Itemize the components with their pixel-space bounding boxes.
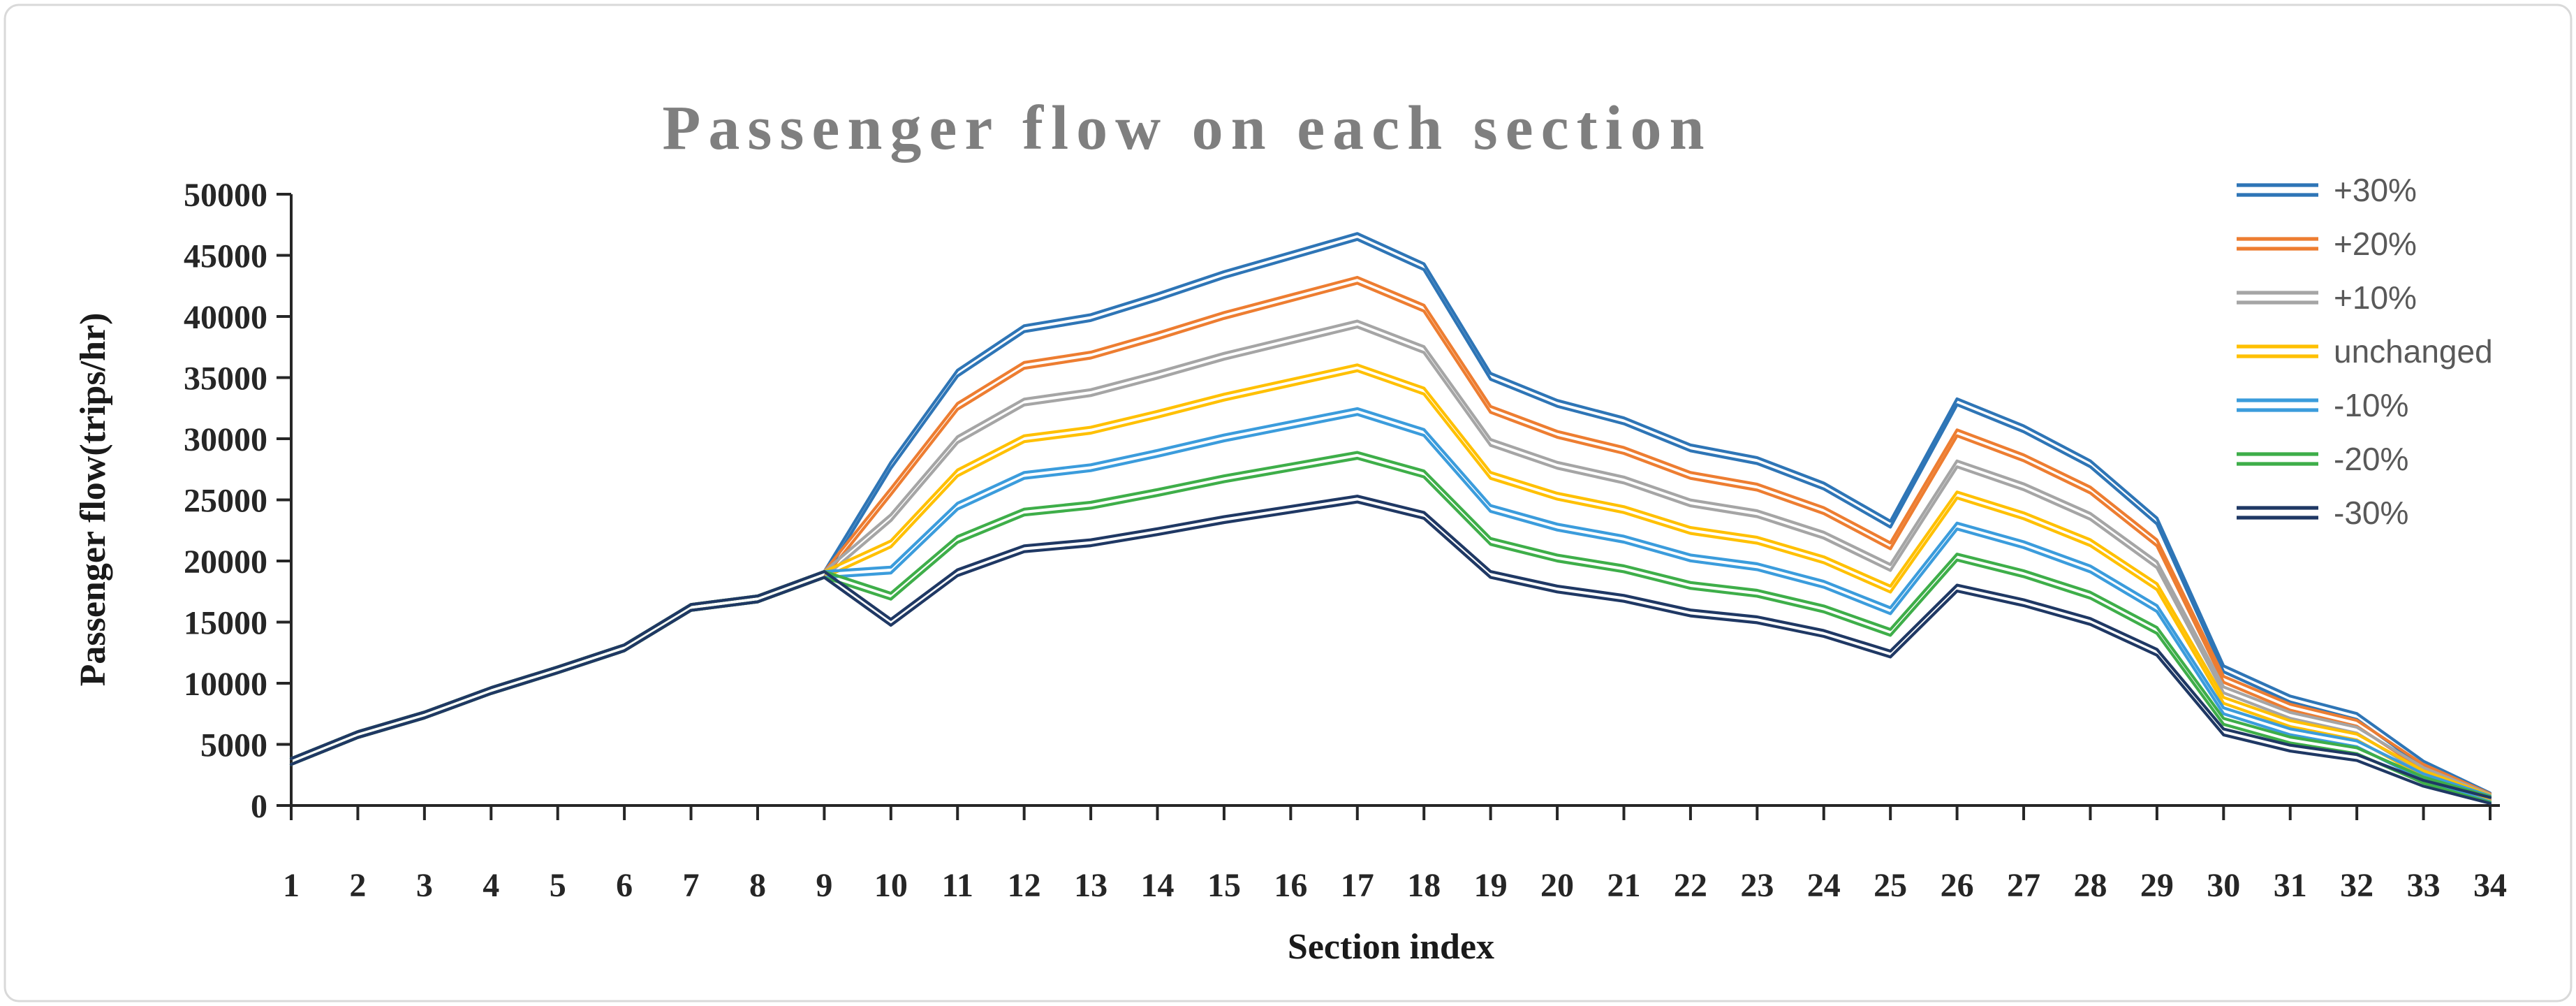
series-line--30% bbox=[289, 495, 2492, 799]
x-tick-label: 7 bbox=[683, 867, 700, 904]
y-tick-label: 15000 bbox=[184, 605, 267, 642]
x-tick-label: 18 bbox=[1407, 867, 1441, 904]
x-tick-label: 28 bbox=[2073, 867, 2107, 904]
legend-label--20%: -20% bbox=[2334, 441, 2408, 477]
x-axis-title: Section index bbox=[1288, 927, 1494, 967]
x-tick-label: 6 bbox=[616, 867, 633, 904]
x-tick-label: 15 bbox=[1207, 867, 1241, 904]
legend-entry-+30%: +30% bbox=[2237, 172, 2417, 208]
legend-label-unchanged: unchanged bbox=[2334, 333, 2493, 370]
x-tick-label: 4 bbox=[483, 867, 499, 904]
x-tick-label: 31 bbox=[2274, 867, 2307, 904]
x-tick-label: 30 bbox=[2207, 867, 2240, 904]
legend-entry--10%: -10% bbox=[2237, 387, 2408, 423]
series--30% bbox=[289, 495, 2492, 805]
legend-label--30%: -30% bbox=[2334, 495, 2408, 531]
x-tick-label: 16 bbox=[1274, 867, 1307, 904]
y-tick-label: 5000 bbox=[200, 727, 267, 764]
x-tick-label: 9 bbox=[816, 867, 832, 904]
x-tick-label: 8 bbox=[749, 867, 766, 904]
y-tick-label: 10000 bbox=[184, 666, 267, 703]
x-tick-label: 33 bbox=[2407, 867, 2441, 904]
x-tick-label: 5 bbox=[550, 867, 566, 904]
y-tick-label: 0 bbox=[251, 788, 267, 825]
legend-entry--20%: -20% bbox=[2237, 441, 2408, 477]
legend-entry-+20%: +20% bbox=[2237, 226, 2417, 262]
x-tick-label: 32 bbox=[2340, 867, 2373, 904]
y-tick-labels: 0 5000 10000 15000 20000 25000 30000 35000 40000… bbox=[184, 177, 267, 825]
x-tick-label: 2 bbox=[349, 867, 366, 904]
legend-entry-unchanged: unchanged bbox=[2237, 333, 2493, 370]
x-tick-label: 3 bbox=[416, 867, 433, 904]
x-tick-label: 19 bbox=[1474, 867, 1508, 904]
x-tick-label: 22 bbox=[1674, 867, 1707, 904]
chart-border bbox=[3, 3, 2573, 1003]
y-tick-label: 30000 bbox=[184, 421, 267, 458]
x-tick-label: 26 bbox=[1941, 867, 1974, 904]
x-tick-label: 20 bbox=[1540, 867, 1574, 904]
y-tick-label: 20000 bbox=[184, 544, 267, 581]
series-line--30% bbox=[289, 500, 2492, 805]
legend-label-+10%: +10% bbox=[2334, 279, 2417, 316]
y-tick-label: 40000 bbox=[184, 299, 267, 336]
y-tick-label: 35000 bbox=[184, 360, 267, 398]
series-lines bbox=[289, 232, 2492, 805]
x-tick-label: 17 bbox=[1341, 867, 1374, 904]
x-tick-label: 27 bbox=[2007, 867, 2040, 904]
legend-entry--30%: -30% bbox=[2237, 495, 2408, 531]
y-tick-label: 50000 bbox=[184, 177, 267, 214]
x-tick-label: 25 bbox=[1874, 867, 1907, 904]
x-tick-label: 21 bbox=[1607, 867, 1640, 904]
x-tick-label: 29 bbox=[2140, 867, 2174, 904]
x-tick-label: 11 bbox=[942, 867, 973, 904]
legend-label-+30%: +30% bbox=[2334, 172, 2417, 208]
axes bbox=[277, 193, 2500, 820]
x-tick-labels: 1 2 3 4 5 6 7 8 9 10 11 12 13 14 15 16 17 18 19 20 21 22 23 24 2… bbox=[283, 867, 2507, 904]
legend-label-+20%: +20% bbox=[2334, 226, 2417, 262]
chart-title: Passenger flow on each section bbox=[662, 94, 1712, 163]
x-tick-label: 12 bbox=[1008, 867, 1041, 904]
x-tick-label: 13 bbox=[1074, 867, 1107, 904]
x-tick-label: 10 bbox=[874, 867, 908, 904]
legend: +30% +20% +10% unchanged -10% -20% -30% bbox=[2237, 172, 2493, 531]
legend-entry-+10%: +10% bbox=[2237, 279, 2417, 316]
legend-label--10%: -10% bbox=[2334, 387, 2408, 423]
y-tick-label: 25000 bbox=[184, 483, 267, 520]
x-tick-label: 1 bbox=[283, 867, 300, 904]
y-tick-label: 45000 bbox=[184, 238, 267, 275]
x-tick-label: 23 bbox=[1740, 867, 1774, 904]
x-tick-label: 24 bbox=[1807, 867, 1841, 904]
y-axis-title: Passenger flow(trips/hr) bbox=[73, 313, 113, 687]
x-tick-label: 14 bbox=[1141, 867, 1175, 904]
x-tick-label: 34 bbox=[2473, 867, 2507, 904]
